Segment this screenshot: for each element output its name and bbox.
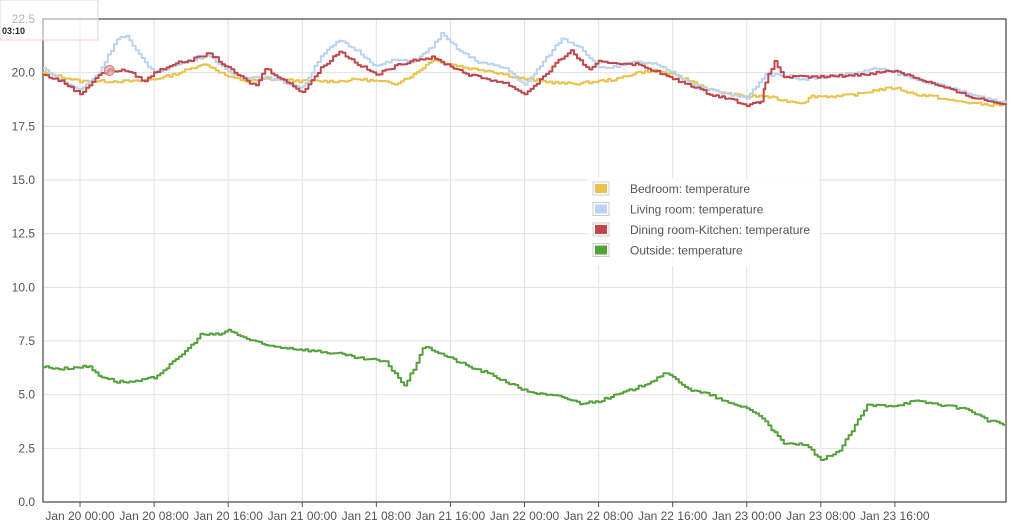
hover-highlight <box>0 0 99 41</box>
hover-indicator: 03:10 <box>0 0 115 77</box>
x-tick-label: Jan 23 16:00 <box>860 509 930 523</box>
plot-border <box>42 18 1007 503</box>
plot-frame <box>42 18 1007 503</box>
series-line-3[interactable] <box>43 49 1007 108</box>
legend-swatch <box>595 184 607 193</box>
x-tick-label: Jan 23 08:00 <box>786 509 856 523</box>
series-line-4[interactable] <box>43 328 1006 461</box>
y-tick-label: 20.0 <box>12 66 36 80</box>
legend-item[interactable]: Outside: temperature <box>592 243 743 258</box>
legend[interactable]: Bedroom: temperature Living room: tempera… <box>587 178 820 266</box>
x-axis-tick-labels: Jan 20 00:00 Jan 20 08:00 Jan 20 16:00 Jan … <box>45 509 930 523</box>
series-lines[interactable] <box>43 31 1007 461</box>
x-tick-label: Jan 20 08:00 <box>119 509 189 523</box>
legend-item[interactable]: Bedroom: temperature <box>592 181 750 196</box>
legend-label: Bedroom: temperature <box>630 182 750 196</box>
legend-item[interactable]: Living room: temperature <box>592 202 764 217</box>
y-tick-label: 7.5 <box>18 334 35 348</box>
y-tick-label: 17.5 <box>12 119 36 133</box>
legend-label: Outside: temperature <box>630 244 743 258</box>
y-tick-label: 10.0 <box>12 280 36 294</box>
x-tick-label: Jan 22 16:00 <box>638 509 708 523</box>
legend-swatch <box>595 204 607 214</box>
y-tick-label: 0.0 <box>18 495 35 509</box>
hover-time-label: 03:10 <box>2 26 25 36</box>
x-tick-label: Jan 22 08:00 <box>564 509 634 523</box>
series-line-1[interactable] <box>43 59 1007 108</box>
legend-swatch <box>595 245 607 255</box>
hover-point-marker <box>103 65 115 77</box>
legend-swatch <box>595 225 607 234</box>
y-tick-label: 15.0 <box>12 173 36 187</box>
legend-label: Dining room-Kitchen: temperature <box>630 223 810 237</box>
x-tick-label: Jan 21 16:00 <box>416 509 486 523</box>
y-tick-label: 5.0 <box>18 388 35 402</box>
x-tick-label: Jan 21 08:00 <box>342 509 412 523</box>
y-axis-tick-labels: 0.02.55.07.510.012.515.017.520.022.5 <box>12 12 36 509</box>
x-tick-label: Jan 23 00:00 <box>712 509 782 523</box>
x-tick-label: Jan 20 16:00 <box>193 509 263 523</box>
legend-background <box>587 178 820 266</box>
x-tick-label: Jan 20 00:00 <box>45 509 115 523</box>
x-tick-label: Jan 22 00:00 <box>490 509 560 523</box>
x-tick-label: Jan 21 00:00 <box>268 509 338 523</box>
legend-item[interactable]: Dining room-Kitchen: temperature <box>592 222 810 237</box>
y-tick-label: 12.5 <box>12 227 36 241</box>
y-tick-label: 2.5 <box>18 441 35 455</box>
legend-label: Living room: temperature <box>630 203 764 217</box>
